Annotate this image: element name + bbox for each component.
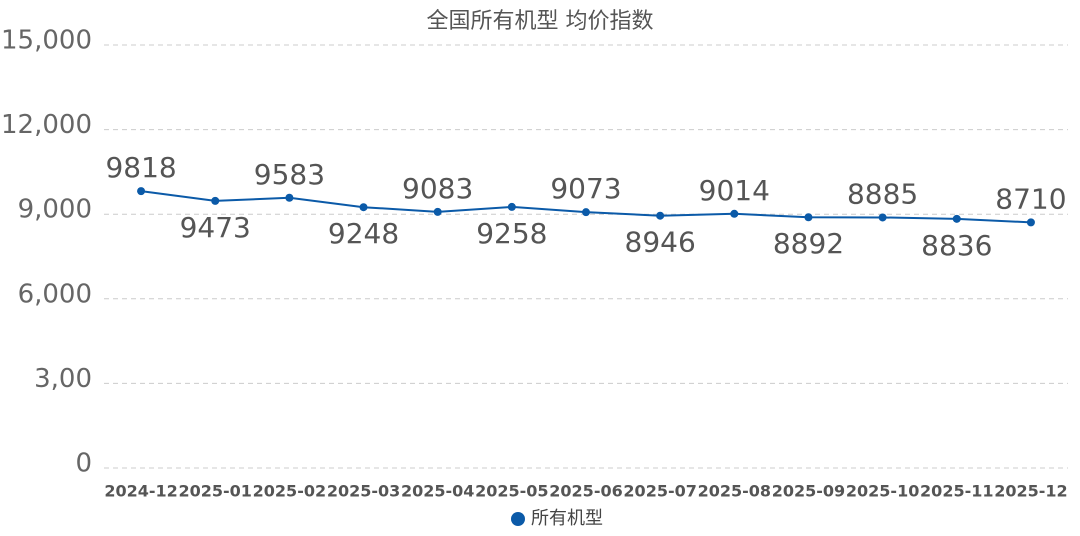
data-label: 9258 (476, 217, 547, 250)
x-tick-label: 2025-05 (475, 482, 548, 501)
data-label: 9818 (105, 151, 176, 184)
legend-label: 所有机型 (531, 508, 603, 529)
x-tick-label: 2024-12 (104, 482, 177, 501)
point (211, 196, 220, 205)
x-tick-label: 2025-07 (623, 482, 696, 501)
point (1026, 218, 1035, 227)
point (285, 193, 294, 202)
y-tick-label: 6,000 (18, 279, 92, 309)
data-label: 8946 (625, 226, 696, 259)
data-label: 8892 (773, 227, 844, 260)
x-tick-label: 2025-02 (253, 482, 326, 501)
data-label: 9473 (180, 211, 251, 244)
data-label: 9248 (328, 217, 399, 250)
point (137, 187, 146, 196)
point (878, 213, 887, 222)
data-label: 9014 (699, 174, 770, 207)
x-tick-label: 2025-11 (920, 482, 993, 501)
point (359, 203, 368, 212)
point (507, 202, 516, 211)
point (433, 207, 442, 216)
point (952, 214, 961, 223)
x-tick-label: 2025-03 (327, 482, 400, 501)
data-label: 8885 (847, 177, 918, 210)
point (804, 213, 813, 222)
data-label: 9583 (254, 158, 325, 191)
data-label: 8836 (921, 229, 992, 262)
x-tick-label: 2025-08 (698, 482, 771, 501)
y-tick-label: 15,000 (1, 26, 92, 56)
x-tick-label: 2025-01 (179, 482, 252, 501)
point (730, 209, 739, 218)
point (582, 208, 590, 217)
x-tick-label: 2025-10 (846, 482, 919, 501)
y-tick-label: 3,00 (34, 364, 92, 394)
legend-marker (511, 512, 525, 526)
point (656, 211, 665, 220)
x-tick-label: 2025-12 (994, 482, 1067, 501)
x-tick-label: 2025-04 (401, 482, 474, 501)
x-tick-label: 2025-06 (549, 482, 622, 501)
x-tick-label: 2025-09 (772, 482, 845, 501)
chart-title: 全国所有机型 均价指数 (427, 9, 654, 34)
y-tick-label: 12,000 (1, 110, 92, 140)
data-label: 8710 (995, 182, 1066, 215)
y-tick-label: 0 (75, 449, 92, 479)
data-label: 9073 (550, 172, 621, 205)
y-tick-label: 9,000 (18, 195, 92, 225)
data-label: 9083 (402, 172, 473, 205)
